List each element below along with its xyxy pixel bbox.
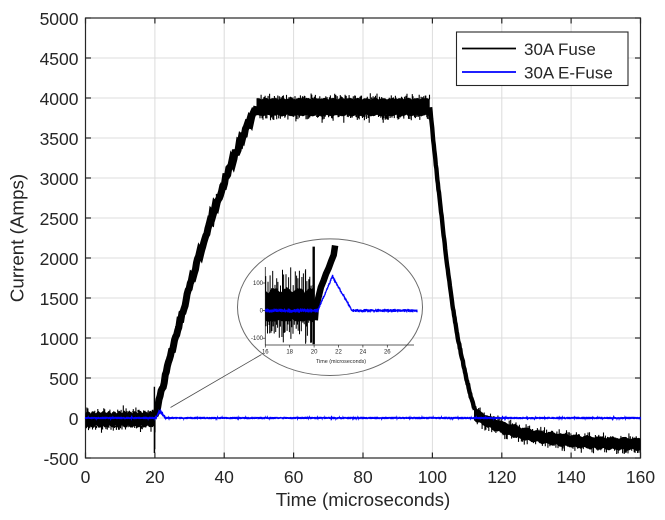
svg-text:40: 40 xyxy=(214,467,234,487)
svg-text:100: 100 xyxy=(253,281,264,287)
svg-text:500: 500 xyxy=(49,369,78,389)
svg-text:1000: 1000 xyxy=(40,329,79,349)
svg-text:26: 26 xyxy=(384,350,391,356)
svg-text:140: 140 xyxy=(556,467,585,487)
svg-text:16: 16 xyxy=(262,350,269,356)
svg-text:22: 22 xyxy=(335,350,342,356)
svg-text:Current (Amps): Current (Amps) xyxy=(7,174,28,302)
svg-text:20: 20 xyxy=(311,350,318,356)
svg-text:3500: 3500 xyxy=(40,129,79,149)
svg-text:160: 160 xyxy=(626,467,655,487)
svg-text:24: 24 xyxy=(360,350,367,356)
svg-text:4000: 4000 xyxy=(40,89,79,109)
svg-text:0: 0 xyxy=(260,309,264,315)
svg-text:2000: 2000 xyxy=(40,249,79,269)
svg-text:4500: 4500 xyxy=(40,49,79,69)
svg-text:Time (microseconds): Time (microseconds) xyxy=(276,489,451,510)
svg-text:80: 80 xyxy=(353,467,373,487)
svg-text:60: 60 xyxy=(284,467,304,487)
svg-text:Time (microseconds): Time (microseconds) xyxy=(316,359,366,365)
svg-text:18: 18 xyxy=(286,350,293,356)
svg-text:30A E-Fuse: 30A E-Fuse xyxy=(524,64,613,83)
svg-text:5000: 5000 xyxy=(40,9,79,29)
svg-text:3000: 3000 xyxy=(40,169,79,189)
svg-text:1500: 1500 xyxy=(40,289,79,309)
svg-text:30A Fuse: 30A Fuse xyxy=(524,40,596,59)
svg-text:0: 0 xyxy=(81,467,91,487)
svg-text:0: 0 xyxy=(69,409,79,429)
svg-text:2500: 2500 xyxy=(40,209,79,229)
svg-text:100: 100 xyxy=(418,467,447,487)
svg-text:-100: -100 xyxy=(251,336,264,342)
svg-text:-500: -500 xyxy=(43,449,78,469)
svg-text:20: 20 xyxy=(145,467,165,487)
svg-text:120: 120 xyxy=(487,467,516,487)
